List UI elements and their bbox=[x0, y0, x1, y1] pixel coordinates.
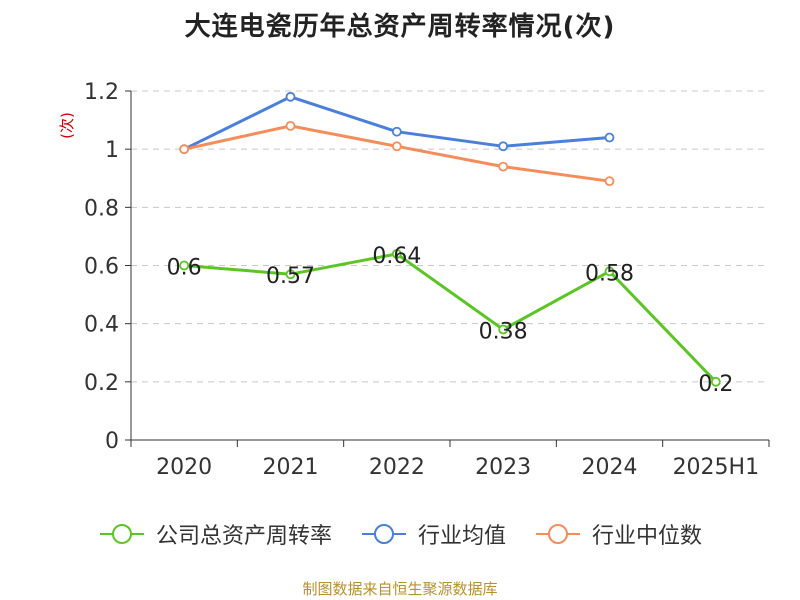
x-tick-label: 2020 bbox=[156, 455, 212, 480]
source-note: 制图数据来自恒生聚源数据库 bbox=[302, 580, 498, 598]
chart-title: 大连电瓷历年总资产周转率情况(次) bbox=[184, 12, 616, 42]
series-line-1 bbox=[183, 95, 610, 151]
legend-swatch bbox=[99, 524, 144, 544]
label-layer: 0.6 0.57 0.64 0.38 0.58 0.2 bbox=[167, 244, 734, 397]
legend-label: 行业中位数 bbox=[592, 524, 703, 549]
legend-swatch-marker bbox=[373, 524, 394, 544]
x-tick-label: 2025H1 bbox=[673, 455, 760, 480]
data-point bbox=[604, 266, 615, 277]
legend-label: 公司总资产周转率 bbox=[155, 524, 332, 549]
y-tick-label: 0.8 bbox=[84, 196, 119, 221]
data-point bbox=[710, 376, 721, 387]
data-point bbox=[285, 121, 296, 131]
y-axis-label: (次) bbox=[58, 112, 76, 139]
axis-layer: 0 0.2 0.4 0.6 0.8 1 1.2 2020 2021 2022 2023 2024 202… bbox=[58, 80, 770, 480]
legend-label: 行业均值 bbox=[417, 524, 506, 549]
y-tick-label: 0 bbox=[105, 429, 119, 454]
grid-layer bbox=[131, 90, 769, 383]
legend-item[interactable]: 行业均值 bbox=[360, 518, 506, 550]
y-tick-label: 0.2 bbox=[84, 371, 119, 396]
series-line-0 bbox=[184, 252, 717, 383]
data-point bbox=[391, 141, 402, 152]
data-point bbox=[604, 132, 615, 143]
x-tick-label: 2022 bbox=[369, 455, 425, 480]
legend-item[interactable]: 行业中位数 bbox=[534, 518, 702, 550]
y-tick-label: 1 bbox=[105, 138, 119, 163]
legend: 公司总资产周转率 行业均值 行业中位数 bbox=[0, 518, 800, 550]
y-tick-label: 1.2 bbox=[84, 80, 119, 105]
data-label: 0.57 bbox=[266, 264, 315, 289]
y-tick-label: 0.6 bbox=[84, 255, 119, 280]
data-label: 0.64 bbox=[372, 244, 421, 269]
x-tick-label: 2023 bbox=[475, 455, 531, 480]
data-label: 0.2 bbox=[698, 372, 733, 397]
data-label: 0.38 bbox=[479, 319, 528, 344]
x-tick-label: 2024 bbox=[582, 455, 638, 480]
data-point bbox=[391, 126, 402, 137]
legend-item[interactable]: 公司总资产周转率 bbox=[98, 518, 332, 550]
legend-swatch-marker bbox=[111, 524, 132, 544]
data-point bbox=[498, 324, 509, 335]
data-point bbox=[285, 269, 296, 280]
data-point bbox=[179, 144, 190, 155]
legend-swatch bbox=[361, 524, 406, 544]
legend-swatch bbox=[536, 524, 580, 544]
data-point bbox=[179, 260, 190, 271]
data-point bbox=[604, 176, 615, 187]
data-label: 0.6 bbox=[167, 256, 202, 281]
data-point bbox=[391, 248, 402, 259]
legend-swatch-marker bbox=[548, 524, 568, 544]
data-point bbox=[285, 91, 296, 102]
data-point bbox=[498, 161, 509, 172]
x-tick-label: 2021 bbox=[263, 455, 319, 480]
data-label: 0.58 bbox=[585, 261, 634, 286]
data-point bbox=[498, 141, 509, 152]
y-tick-label: 0.4 bbox=[84, 313, 119, 338]
series-layer bbox=[179, 91, 721, 387]
